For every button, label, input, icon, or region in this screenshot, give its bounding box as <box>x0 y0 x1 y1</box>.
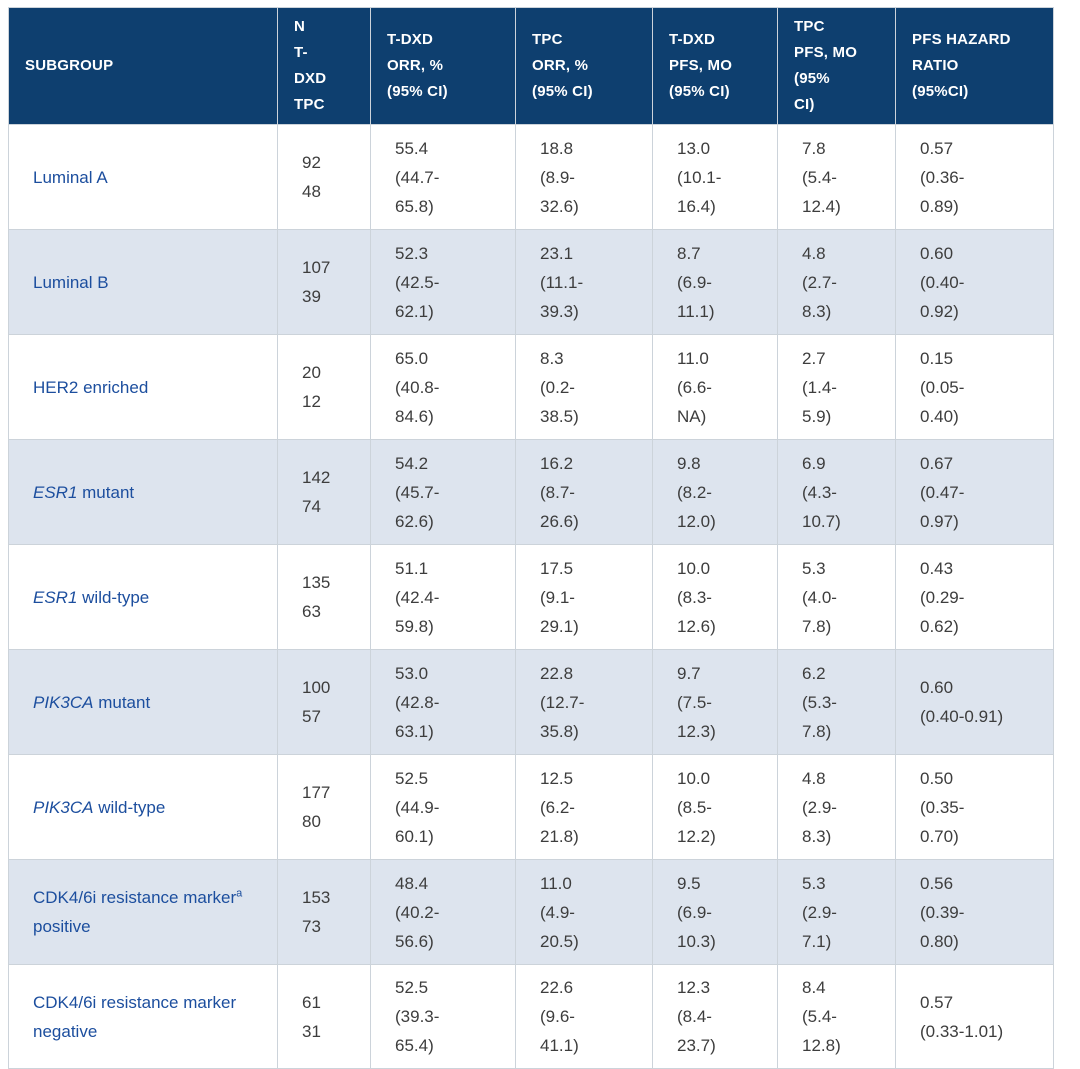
table-row-esr1-mutant: ESR1 mutant 142 74 54.2 (45.7- 62.6) 16.… <box>8 439 1054 545</box>
tdxd-orr-cell: 52.5 (44.9- 60.1) <box>370 754 516 860</box>
subgroup-analysis-table: SUBGROUP N T- DXD TPC T-DXD ORR, % (95% … <box>8 7 1054 1069</box>
hazard-ratio-cell: 0.56 (0.39- 0.80) <box>895 859 1054 965</box>
tdxd-orr-cell: 52.5 (39.3- 65.4) <box>370 964 516 1069</box>
tdxd-pfs-cell: 11.0 (6.6- NA) <box>652 334 778 440</box>
hazard-ratio-cell: 0.60 (0.40-0.91) <box>895 649 1054 755</box>
tpc-pfs-cell: 6.9 (4.3- 10.7) <box>777 439 896 545</box>
col-header-tpc-pfs: TPC PFS, MO (95% CI) <box>777 7 896 125</box>
hazard-ratio-cell: 0.60 (0.40- 0.92) <box>895 229 1054 335</box>
subgroup-label: Luminal B <box>33 272 109 292</box>
n-cell: 20 12 <box>277 334 371 440</box>
n-cell: 61 31 <box>277 964 371 1069</box>
tdxd-pfs-cell: 10.0 (8.5- 12.2) <box>652 754 778 860</box>
table-row-cdk46i-marker-negative: CDK4/6i resistance marker negative 61 31… <box>8 964 1054 1069</box>
tdxd-orr-cell: 53.0 (42.8- 63.1) <box>370 649 516 755</box>
subgroup-cell: ESR1 wild-type <box>8 544 278 650</box>
subgroup-label: CDK4/6i resistance marker <box>33 888 237 907</box>
tdxd-pfs-cell: 8.7 (6.9- 11.1) <box>652 229 778 335</box>
col-header-subgroup: SUBGROUP <box>8 7 278 125</box>
table-row-luminal-a: Luminal A 92 48 55.4 (44.7- 65.8) 18.8 (… <box>8 124 1054 230</box>
tpc-pfs-cell: 2.7 (1.4- 5.9) <box>777 334 896 440</box>
table-body: Luminal A 92 48 55.4 (44.7- 65.8) 18.8 (… <box>8 124 1054 1069</box>
hazard-ratio-cell: 0.50 (0.35- 0.70) <box>895 754 1054 860</box>
subgroup-gene-italic: PIK3CA <box>33 692 94 712</box>
tpc-pfs-cell: 4.8 (2.7- 8.3) <box>777 229 896 335</box>
subgroup-cell: PIK3CA mutant <box>8 649 278 755</box>
subgroup-label: wild-type <box>77 587 150 607</box>
tpc-orr-cell: 22.6 (9.6- 41.1) <box>515 964 653 1069</box>
n-cell: 135 63 <box>277 544 371 650</box>
subgroup-gene-italic: ESR1 <box>33 587 78 607</box>
tdxd-pfs-cell: 9.5 (6.9- 10.3) <box>652 859 778 965</box>
tdxd-orr-cell: 54.2 (45.7- 62.6) <box>370 439 516 545</box>
tdxd-orr-cell: 65.0 (40.8- 84.6) <box>370 334 516 440</box>
tpc-orr-cell: 11.0 (4.9- 20.5) <box>515 859 653 965</box>
tdxd-orr-cell: 51.1 (42.4- 59.8) <box>370 544 516 650</box>
col-header-tdxd-pfs: T-DXD PFS, MO (95% CI) <box>652 7 778 125</box>
table-row-pik3ca-wild-type: PIK3CA wild-type 177 80 52.5 (44.9- 60.1… <box>8 754 1054 860</box>
subgroup-label: HER2 enriched <box>33 377 149 397</box>
subgroup-gene-italic: ESR1 <box>33 482 78 502</box>
subgroup-label: CDK4/6i resistance marker negative <box>33 992 237 1041</box>
tdxd-orr-cell: 55.4 (44.7- 65.8) <box>370 124 516 230</box>
table-row-her2-enriched: HER2 enriched 20 12 65.0 (40.8- 84.6) 8.… <box>8 334 1054 440</box>
col-header-tpc-orr: TPC ORR, % (95% CI) <box>515 7 653 125</box>
tpc-pfs-cell: 5.3 (2.9- 7.1) <box>777 859 896 965</box>
tdxd-orr-cell: 52.3 (42.5- 62.1) <box>370 229 516 335</box>
tpc-pfs-cell: 7.8 (5.4- 12.4) <box>777 124 896 230</box>
subgroup-cell: PIK3CA wild-type <box>8 754 278 860</box>
tpc-pfs-cell: 5.3 (4.0- 7.8) <box>777 544 896 650</box>
tpc-pfs-cell: 4.8 (2.9- 8.3) <box>777 754 896 860</box>
tpc-orr-cell: 18.8 (8.9- 32.6) <box>515 124 653 230</box>
header-row: SUBGROUP N T- DXD TPC T-DXD ORR, % (95% … <box>8 7 1054 125</box>
tpc-orr-cell: 16.2 (8.7- 26.6) <box>515 439 653 545</box>
hazard-ratio-cell: 0.57 (0.33-1.01) <box>895 964 1054 1069</box>
n-cell: 153 73 <box>277 859 371 965</box>
subgroup-cell: CDK4/6i resistance marker negative <box>8 964 278 1069</box>
subgroup-label: mutant <box>93 692 151 712</box>
subgroup-cell: Luminal B <box>8 229 278 335</box>
hazard-ratio-cell: 0.57 (0.36- 0.89) <box>895 124 1054 230</box>
subgroup-cell: Luminal A <box>8 124 278 230</box>
subgroup-label-post: positive <box>33 917 91 936</box>
hazard-ratio-cell: 0.15 (0.05- 0.40) <box>895 334 1054 440</box>
footnote-marker: a <box>236 887 243 900</box>
n-cell: 107 39 <box>277 229 371 335</box>
table-header: SUBGROUP N T- DXD TPC T-DXD ORR, % (95% … <box>8 7 1054 125</box>
subgroup-gene-italic: PIK3CA <box>33 797 94 817</box>
tdxd-pfs-cell: 9.8 (8.2- 12.0) <box>652 439 778 545</box>
tpc-orr-cell: 17.5 (9.1- 29.1) <box>515 544 653 650</box>
tdxd-pfs-cell: 10.0 (8.3- 12.6) <box>652 544 778 650</box>
n-cell: 100 57 <box>277 649 371 755</box>
col-header-tdxd-orr: T-DXD ORR, % (95% CI) <box>370 7 516 125</box>
table-row-cdk46i-marker-positive: CDK4/6i resistance markera positive 153 … <box>8 859 1054 965</box>
table-row-luminal-b: Luminal B 107 39 52.3 (42.5- 62.1) 23.1 … <box>8 229 1054 335</box>
col-header-n: N T- DXD TPC <box>277 7 371 125</box>
tdxd-pfs-cell: 9.7 (7.5- 12.3) <box>652 649 778 755</box>
n-cell: 142 74 <box>277 439 371 545</box>
subgroup-label: Luminal A <box>33 167 108 187</box>
subgroup-cell: CDK4/6i resistance markera positive <box>8 859 278 965</box>
tdxd-orr-cell: 48.4 (40.2- 56.6) <box>370 859 516 965</box>
tpc-pfs-cell: 6.2 (5.3- 7.8) <box>777 649 896 755</box>
tpc-orr-cell: 23.1 (11.1- 39.3) <box>515 229 653 335</box>
n-cell: 177 80 <box>277 754 371 860</box>
table-row-pik3ca-mutant: PIK3CA mutant 100 57 53.0 (42.8- 63.1) 2… <box>8 649 1054 755</box>
hazard-ratio-cell: 0.67 (0.47- 0.97) <box>895 439 1054 545</box>
n-cell: 92 48 <box>277 124 371 230</box>
tpc-orr-cell: 22.8 (12.7- 35.8) <box>515 649 653 755</box>
tpc-orr-cell: 12.5 (6.2- 21.8) <box>515 754 653 860</box>
subgroup-label: mutant <box>77 482 135 502</box>
hazard-ratio-cell: 0.43 (0.29- 0.62) <box>895 544 1054 650</box>
col-header-pfs-hazard-ratio: PFS HAZARD RATIO (95%CI) <box>895 7 1054 125</box>
tpc-pfs-cell: 8.4 (5.4- 12.8) <box>777 964 896 1069</box>
subgroup-cell: HER2 enriched <box>8 334 278 440</box>
subgroup-label: wild-type <box>93 797 166 817</box>
tdxd-pfs-cell: 13.0 (10.1- 16.4) <box>652 124 778 230</box>
table-row-esr1-wild-type: ESR1 wild-type 135 63 51.1 (42.4- 59.8) … <box>8 544 1054 650</box>
subgroup-cell: ESR1 mutant <box>8 439 278 545</box>
tdxd-pfs-cell: 12.3 (8.4- 23.7) <box>652 964 778 1069</box>
tpc-orr-cell: 8.3 (0.2- 38.5) <box>515 334 653 440</box>
